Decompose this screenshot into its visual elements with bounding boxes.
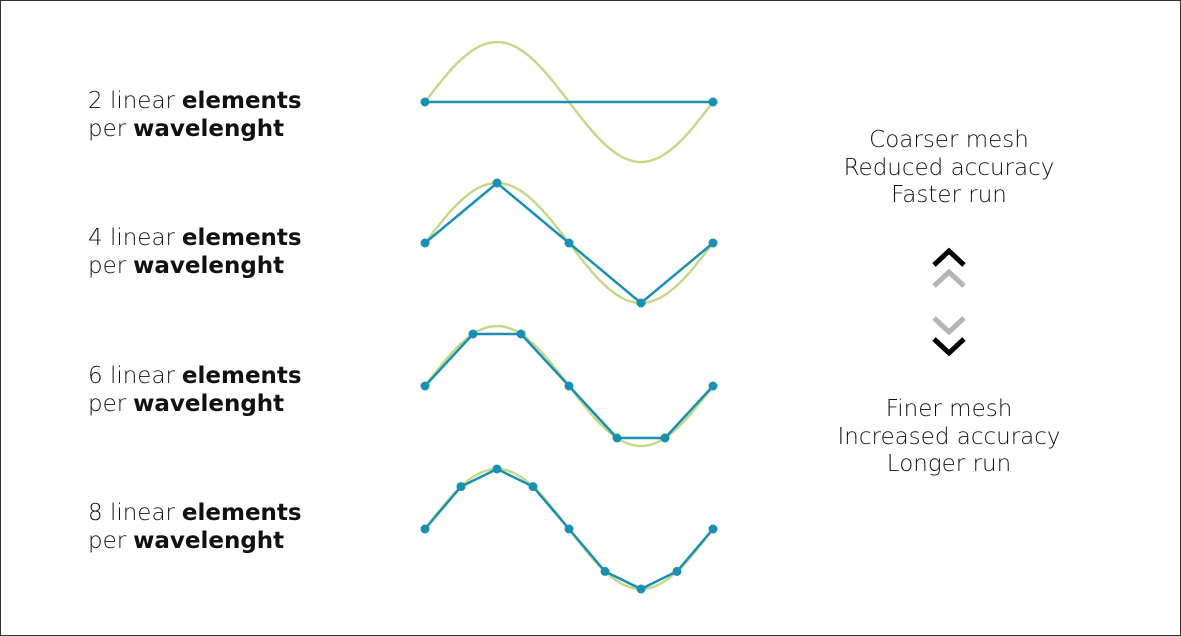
node xyxy=(672,566,682,576)
fine-line: Increased accuracy xyxy=(837,423,1061,450)
coarse-text: Coarser mesh Reduced accuracy Faster run xyxy=(799,127,1099,210)
label-text: 4 linear xyxy=(88,225,176,251)
label-line: 8 linear elements xyxy=(88,499,302,527)
label-text: 2 linear xyxy=(88,88,176,114)
node xyxy=(708,97,718,107)
row-label: 4 linear elements per wavelenght xyxy=(88,224,302,280)
label-text: per xyxy=(88,253,127,279)
node xyxy=(564,381,574,391)
node xyxy=(420,381,430,391)
node xyxy=(528,482,538,492)
label-bold: elements xyxy=(181,225,302,251)
coarse-line: Coarser mesh xyxy=(869,127,1029,153)
label-text: per xyxy=(88,391,127,417)
label-line: per wavelenght xyxy=(88,115,302,143)
node xyxy=(612,433,622,443)
node xyxy=(564,238,574,248)
node xyxy=(492,178,502,188)
label-bold: wavelenght xyxy=(133,253,285,279)
node xyxy=(456,482,466,492)
node xyxy=(492,464,502,474)
row-label: 6 linear elements per wavelenght xyxy=(88,362,302,418)
row-label: 2 linear elements per wavelenght xyxy=(88,87,302,143)
coarse-line: Faster run xyxy=(891,182,1007,208)
node xyxy=(468,329,478,339)
label-bold: elements xyxy=(181,500,302,526)
node xyxy=(516,329,526,339)
node xyxy=(420,238,430,248)
label-line: 4 linear elements xyxy=(88,224,302,252)
node xyxy=(708,524,718,534)
row-label: 8 linear elements per wavelenght xyxy=(88,499,302,555)
label-bold: wavelenght xyxy=(133,528,285,554)
node xyxy=(600,566,610,576)
label-line: 6 linear elements xyxy=(88,362,302,390)
node xyxy=(636,298,646,308)
label-text: 6 linear xyxy=(88,363,176,389)
label-bold: wavelenght xyxy=(133,116,285,142)
fine-text: Finer mesh Increased accuracy Longer run xyxy=(799,396,1099,479)
chevron-down xyxy=(932,316,966,357)
label-line: per wavelenght xyxy=(88,252,302,280)
label-bold: wavelenght xyxy=(133,391,285,417)
label-line: per wavelenght xyxy=(88,527,302,555)
node xyxy=(564,524,574,534)
fine-line: Finer mesh xyxy=(885,396,1013,422)
fine-line: Longer run xyxy=(886,451,1012,477)
node xyxy=(660,433,670,443)
label-line: 2 linear elements xyxy=(88,87,302,115)
coarse-line: Reduced accuracy xyxy=(843,154,1055,181)
label-bold: elements xyxy=(181,363,302,389)
node xyxy=(708,381,718,391)
node xyxy=(420,524,430,534)
chevron-up xyxy=(932,247,966,288)
node xyxy=(420,97,430,107)
label-text: 8 linear xyxy=(88,500,176,526)
label-text: per xyxy=(88,116,127,142)
label-line: per wavelenght xyxy=(88,390,302,418)
label-text: per xyxy=(88,528,127,554)
node xyxy=(636,584,646,594)
node xyxy=(708,238,718,248)
label-bold: elements xyxy=(181,88,302,114)
